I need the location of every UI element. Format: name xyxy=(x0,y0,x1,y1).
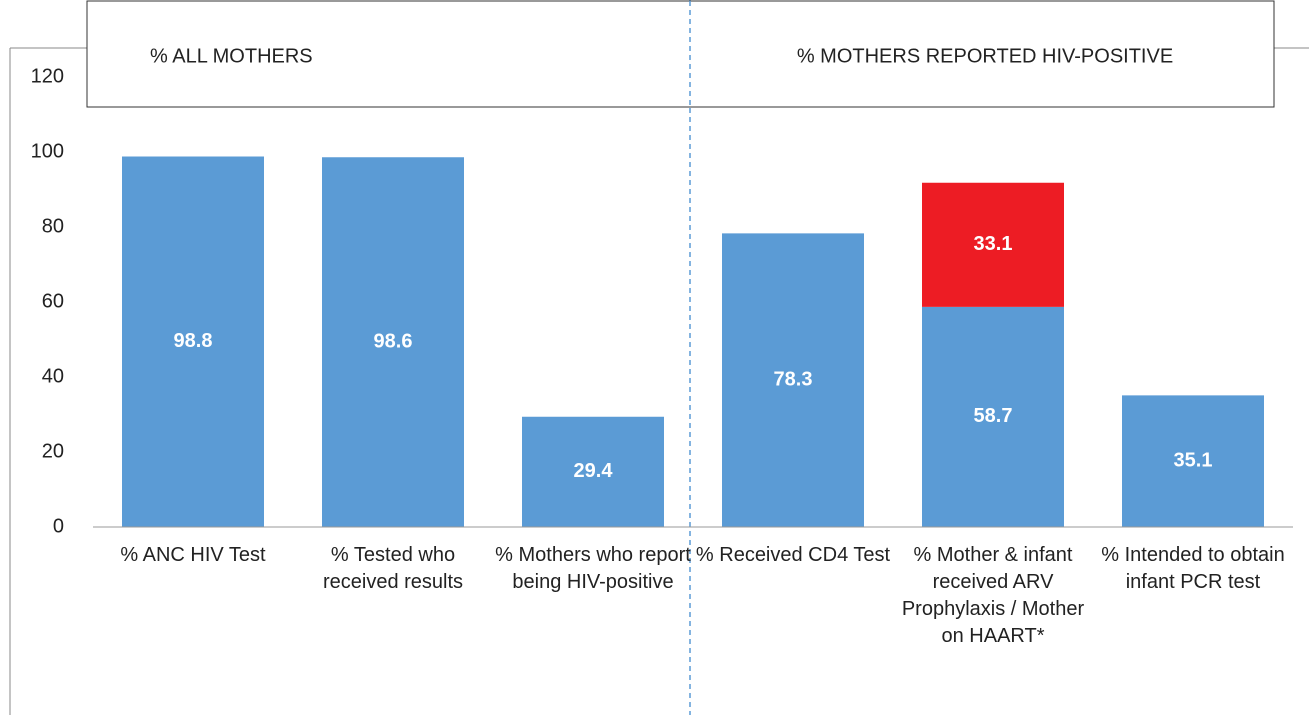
x-tick-label: % ANC HIV Test xyxy=(120,544,266,566)
y-tick-label: 20 xyxy=(42,440,64,462)
data-label: 58.7 xyxy=(974,405,1013,427)
data-label: 35.1 xyxy=(1174,449,1213,471)
x-tick-label: % Intended to obtain infant PCR test xyxy=(1101,544,1285,593)
data-label: 98.8 xyxy=(174,330,213,352)
data-label: 29.4 xyxy=(574,460,614,482)
y-tick-label: 80 xyxy=(42,215,64,237)
y-tick-label: 40 xyxy=(42,365,64,387)
x-tick-label: % Mothers who report being HIV-positive xyxy=(495,544,691,593)
annotation: % MOTHERS REPORTED HIV-POSITIVE xyxy=(797,45,1173,67)
x-tick-label: % Tested who received results xyxy=(322,544,464,593)
bar xyxy=(922,306,1064,527)
data-label: 78.3 xyxy=(774,368,813,390)
y-tick-label: 100 xyxy=(31,140,64,162)
annotation: % ALL MOTHERS xyxy=(150,45,313,67)
bar xyxy=(522,416,664,527)
bar xyxy=(1122,395,1264,527)
bar xyxy=(922,182,1064,307)
data-label: 98.6 xyxy=(374,330,413,352)
y-tick-label: 0 xyxy=(53,515,64,537)
bar xyxy=(122,156,264,527)
y-tick-label: 60 xyxy=(42,290,64,312)
bar xyxy=(722,233,864,527)
bar xyxy=(322,157,464,527)
y-tick-label: 120 xyxy=(31,65,64,87)
x-tick-label: % Received CD4 Test xyxy=(695,544,891,566)
data-label: 33.1 xyxy=(974,233,1013,255)
header-box xyxy=(86,0,1275,108)
x-tick-label: % Mother & infant received ARV Prophylax… xyxy=(901,544,1085,647)
